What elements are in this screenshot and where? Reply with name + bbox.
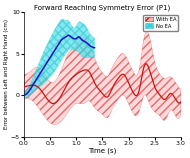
Y-axis label: Error between Left and Right Hand (cm): Error between Left and Right Hand (cm) [4,19,9,129]
X-axis label: Time (s): Time (s) [88,147,116,154]
Title: Forward Reaching Symmetry Error (P1): Forward Reaching Symmetry Error (P1) [34,4,170,11]
Legend: With EA, No EA: With EA, No EA [143,15,178,31]
